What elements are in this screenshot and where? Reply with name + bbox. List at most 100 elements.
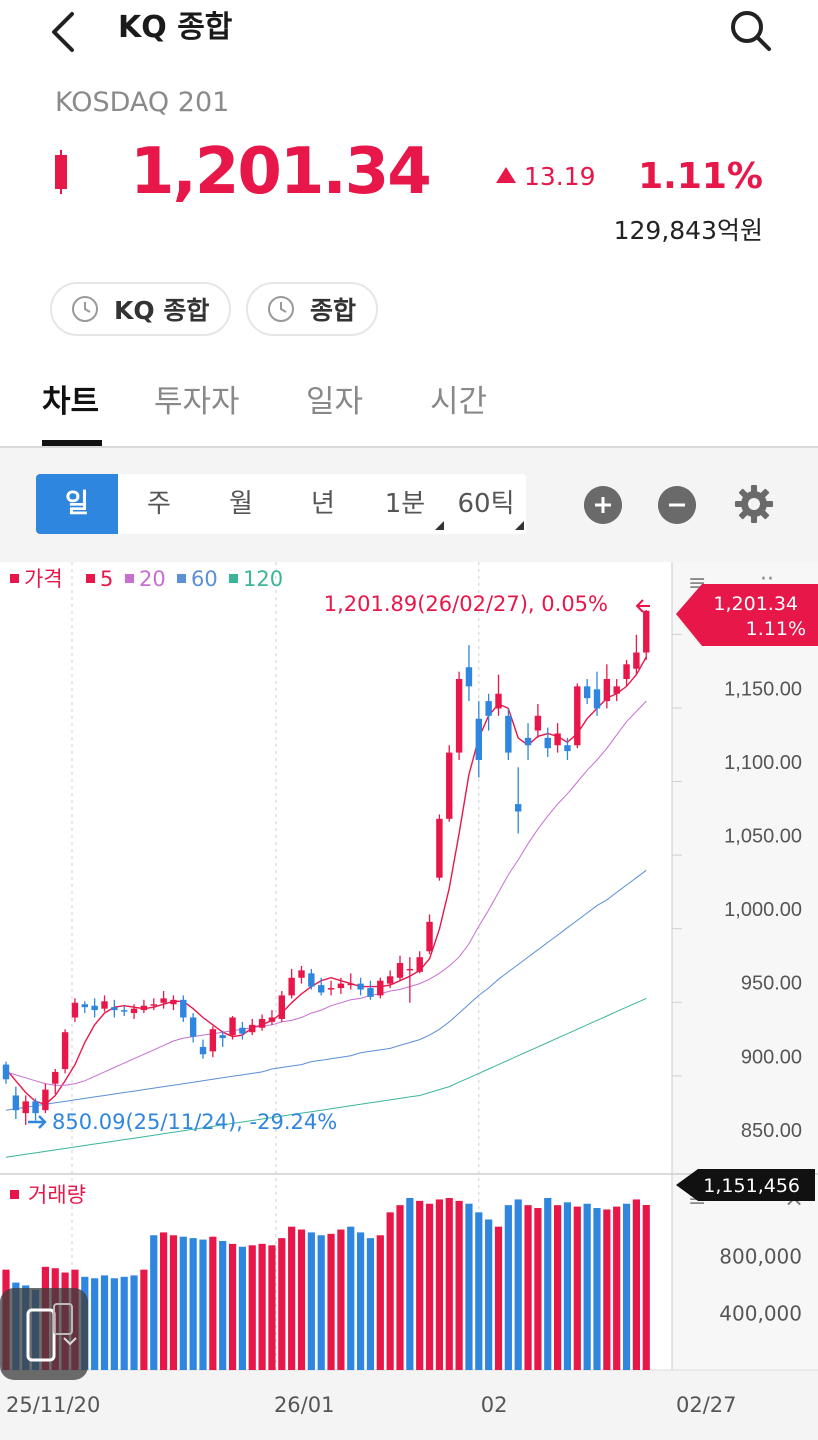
candle-body — [643, 610, 650, 653]
back-arrow-icon[interactable] — [40, 6, 90, 56]
volume-bar — [622, 1203, 631, 1370]
dropdown-corner-icon — [435, 521, 444, 530]
candle-body — [52, 1071, 59, 1084]
candle-body — [130, 1008, 138, 1014]
candle-body — [258, 1018, 266, 1028]
y-tick-label: 1,000.00 — [724, 899, 802, 921]
current-price: 1,201.34 — [130, 135, 432, 209]
x-axis-background — [0, 1370, 818, 1440]
volume-bar — [494, 1226, 503, 1370]
period-year[interactable]: 년 — [311, 489, 335, 519]
candle-body — [367, 988, 374, 997]
volume-bar — [376, 1235, 384, 1370]
search-icon[interactable] — [724, 4, 778, 58]
price-volume-chart[interactable]: 1,150.00 1,100.00 1,050.00 1,000.00 950.00 90… — [0, 562, 818, 1440]
volume-bar — [435, 1199, 443, 1370]
candle-body — [377, 980, 384, 996]
period-week[interactable]: 주 — [147, 489, 171, 519]
period-day[interactable]: 일 — [36, 474, 118, 534]
rotate-screen-button[interactable] — [0, 1288, 88, 1380]
candle-body — [12, 1095, 20, 1111]
current-price-tag-value: 1,201.34 — [713, 593, 798, 615]
volume-bar — [317, 1235, 325, 1370]
candle-body — [101, 1001, 108, 1009]
candle-body — [347, 983, 354, 986]
chip-label: 종합 — [310, 296, 357, 325]
period-60tick[interactable]: 60틱 — [446, 474, 526, 534]
x-tick-label: 02 — [481, 1393, 508, 1417]
candle-body — [111, 1007, 118, 1011]
volume-y-tick-label: 400,000 — [719, 1302, 802, 1326]
ma-line-20 — [5, 700, 647, 1086]
up-triangle-icon — [496, 167, 516, 183]
candle-icon — [55, 150, 67, 194]
ma-line-120 — [5, 997, 647, 1158]
candle-body — [386, 976, 394, 984]
minus-icon[interactable] — [658, 486, 696, 524]
tab-daily[interactable]: 일자 — [306, 384, 364, 420]
volume-bar — [406, 1198, 414, 1370]
volume-bar — [238, 1246, 246, 1370]
period-month[interactable]: 월 — [229, 489, 253, 519]
legend-swatch — [10, 574, 19, 583]
candle-body — [278, 995, 285, 1019]
index-subtitle: KOSDAQ 201 — [55, 87, 230, 118]
candle-body — [327, 988, 335, 990]
y-tick-label: 900.00 — [741, 1046, 802, 1068]
candle-body — [308, 973, 315, 987]
candle-body — [593, 689, 601, 709]
candle-body — [91, 1005, 98, 1011]
volume-bar — [445, 1198, 453, 1370]
candle-body — [150, 1004, 157, 1006]
volume-legend-label: 거래량 — [28, 1183, 86, 1207]
candle-body — [416, 957, 423, 972]
max-arrow-icon — [635, 599, 650, 613]
candle-body — [475, 718, 482, 760]
volume-legend-swatch — [10, 1190, 19, 1199]
volume-bar — [563, 1202, 572, 1370]
candle-body — [515, 804, 522, 812]
volume-bar — [613, 1206, 621, 1370]
y-tick-label: 950.00 — [741, 973, 802, 995]
volume-bar — [199, 1239, 207, 1370]
candle-body — [446, 752, 453, 819]
candle-body — [603, 679, 611, 702]
y-tick-label: 1,050.00 — [724, 826, 802, 848]
candle-body — [71, 1002, 79, 1018]
candle-body — [495, 693, 502, 709]
x-tick-label: 26/01 — [274, 1393, 335, 1417]
volume-bar — [297, 1229, 306, 1370]
candle-body — [268, 1017, 276, 1022]
candle-body — [436, 818, 443, 878]
candle-body — [357, 983, 364, 990]
candle-body — [406, 968, 414, 971]
candle-body — [180, 999, 187, 1018]
period-1min-label: 1분 — [384, 489, 426, 519]
x-tick-label: 02/27 — [676, 1393, 737, 1417]
tab-chart[interactable]: 차트 — [42, 384, 100, 420]
plus-icon[interactable] — [584, 486, 622, 524]
candle-body — [2, 1064, 10, 1080]
volume-bar — [258, 1243, 266, 1370]
tab-investor[interactable]: 투자자 — [154, 384, 240, 420]
y-tick-label: 1,100.00 — [724, 752, 802, 774]
chip-kq-composite[interactable]: KQ 종합 — [50, 282, 232, 336]
volume-bar — [347, 1226, 355, 1370]
current-price-tag — [676, 584, 818, 646]
period-1min[interactable]: 1분 — [364, 474, 446, 534]
volume-bar — [573, 1206, 581, 1370]
volume-bar — [288, 1226, 296, 1370]
candle-body — [42, 1089, 49, 1111]
period-60tick-label: 60틱 — [457, 489, 515, 519]
candle-body — [465, 667, 473, 687]
current-volume-tag-value: 1,151,456 — [703, 1175, 800, 1197]
chip-composite[interactable]: 종합 — [246, 282, 379, 336]
volume-bar — [554, 1205, 562, 1370]
volume-bar — [110, 1278, 118, 1370]
gear-icon[interactable] — [734, 484, 774, 524]
candle-body — [554, 733, 561, 746]
tab-time[interactable]: 시간 — [430, 384, 488, 420]
volume-bar — [219, 1241, 227, 1370]
candle-body — [170, 999, 177, 1005]
main-tabs: 차트 투자자 일자 시간 — [0, 370, 818, 448]
